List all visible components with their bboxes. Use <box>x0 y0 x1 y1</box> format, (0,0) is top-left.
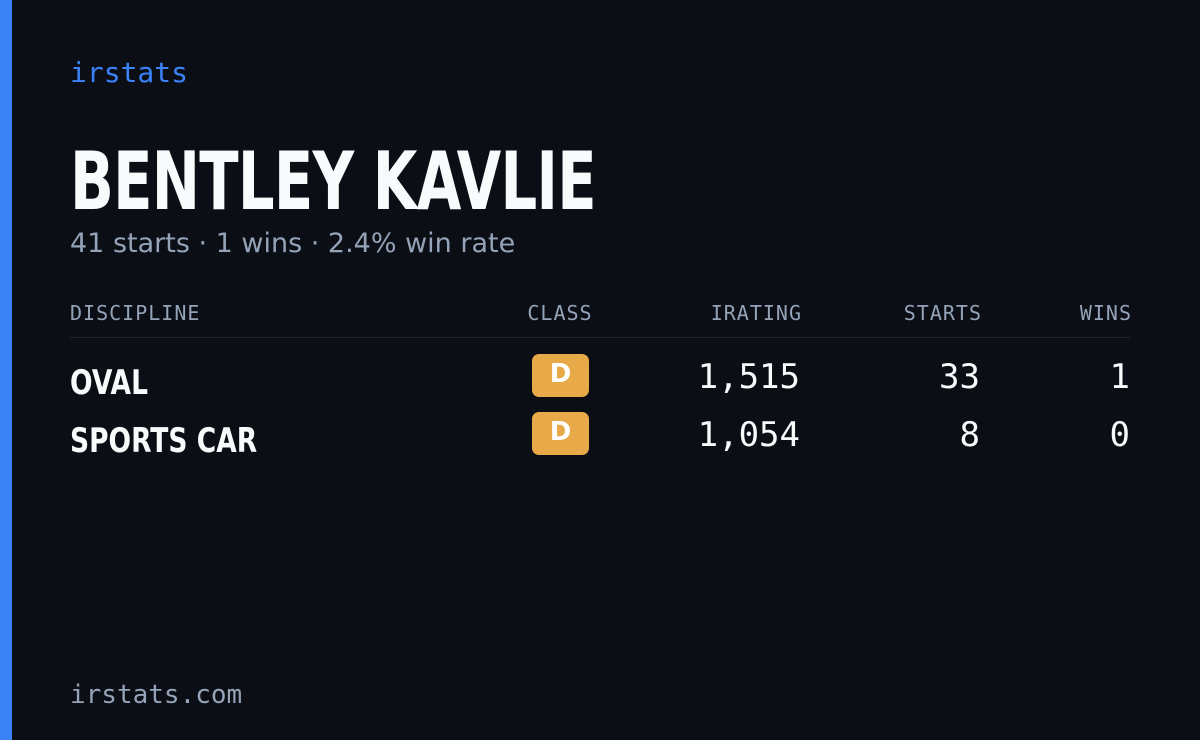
accent-stripe <box>0 0 12 740</box>
wins: 0 <box>1109 415 1130 455</box>
driver-summary: 41 starts · 1 wins · 2.4% win rate <box>70 228 516 259</box>
brand: irstats <box>70 56 189 89</box>
class-badge: D <box>532 412 589 455</box>
discipline: SPORTS CAR <box>70 421 258 461</box>
class-badge: D <box>532 354 589 397</box>
footer: irstats.com <box>70 680 243 710</box>
column-header: WINS <box>1079 301 1132 325</box>
discipline: OVAL <box>70 363 148 403</box>
wins: 1 <box>1109 357 1130 397</box>
starts: 8 <box>959 415 980 455</box>
column-header: IRATING <box>710 301 802 325</box>
starts: 33 <box>939 357 980 397</box>
irating: 1,515 <box>697 357 800 397</box>
header-rule <box>70 337 1130 338</box>
column-header: STARTS <box>903 301 982 325</box>
driver-name: BENTLEY KAVLIE <box>70 135 597 228</box>
column-header: DISCIPLINE <box>70 301 201 325</box>
irating: 1,054 <box>697 415 800 455</box>
column-header: CLASS <box>527 301 593 325</box>
